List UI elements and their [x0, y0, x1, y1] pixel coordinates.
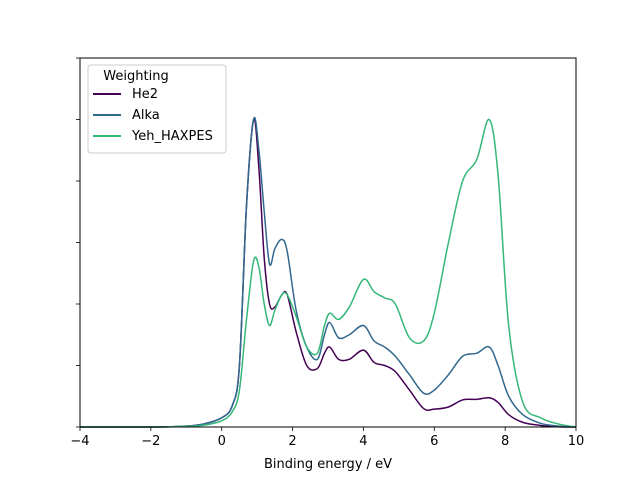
x-axis-label: Binding energy / eV [264, 457, 392, 472]
legend-entry: Alka [93, 108, 160, 123]
legend-entry: Yeh_HAXPES [93, 129, 213, 144]
legend-title: Weighting [103, 69, 168, 84]
x-tick-label: 6 [430, 434, 438, 449]
x-tick-label: 4 [359, 434, 367, 449]
x-tick-label: −4 [70, 434, 89, 449]
legend-box [87, 64, 227, 154]
x-tick-label: −2 [141, 434, 160, 449]
x-tick-label: 8 [501, 434, 509, 449]
x-axis-ticks: −4 −2 0 2 4 6 8 10 [70, 427, 584, 449]
legend: Weighting He2 Alka Yeh_HAXPES [87, 64, 227, 154]
x-tick-label: 0 [218, 434, 226, 449]
series-layer [79, 116, 577, 428]
series-line-alka [79, 116, 577, 428]
legend-entry: He2 [93, 87, 158, 102]
legend-entries: He2 Alka Yeh_HAXPES [93, 87, 213, 144]
x-tick-label: 2 [288, 434, 296, 449]
legend-label: He2 [132, 87, 158, 102]
y-axis-ticks [76, 57, 80, 428]
legend-label: Yeh_HAXPES [131, 129, 213, 144]
series-line-yeh-haxpes [79, 118, 577, 428]
legend-label: Alka [132, 108, 160, 123]
x-tick-label: 10 [568, 434, 585, 449]
